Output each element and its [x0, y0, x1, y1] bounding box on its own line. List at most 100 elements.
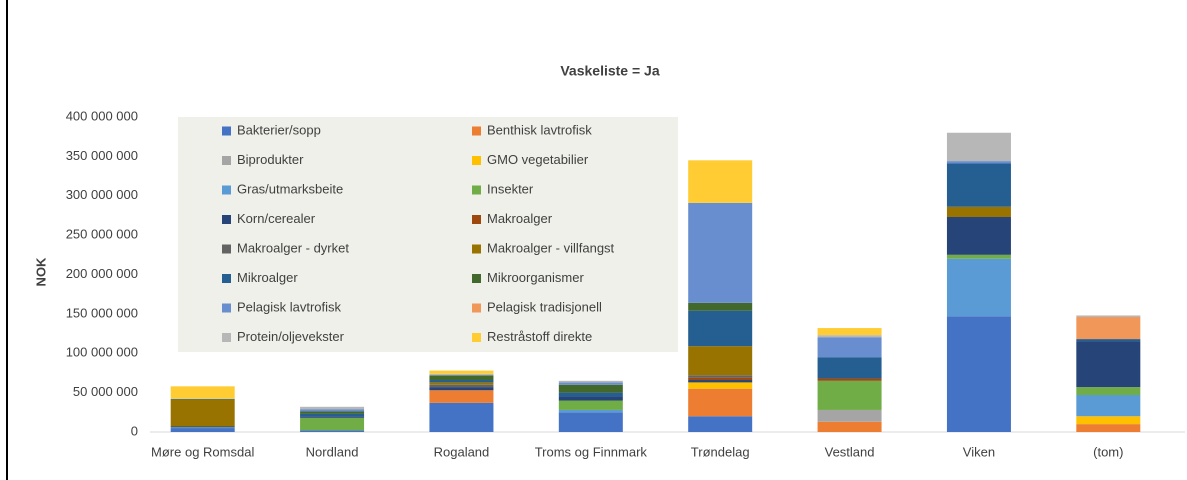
bar-segment — [1076, 394, 1141, 417]
bar-segment — [1076, 339, 1141, 342]
bar-segment — [558, 380, 623, 383]
bar-segment — [170, 426, 235, 428]
legend-swatch — [472, 126, 481, 136]
legend-label: GMO vegetabilier — [487, 152, 589, 167]
legend-label: Pelagisk tradisjonell — [487, 299, 602, 314]
legend-swatch — [222, 185, 231, 195]
bar-segment — [946, 132, 1011, 162]
bar-segment — [1076, 387, 1141, 395]
bar-segment — [558, 400, 623, 410]
bar-segment — [946, 258, 1011, 317]
legend-label: Gras/utmarksbeite — [237, 181, 343, 196]
bar-segment — [946, 163, 1011, 207]
y-tick-label: 0 — [131, 423, 138, 438]
x-tick-label: Vestland — [825, 444, 875, 459]
legend-label: Biprodukter — [237, 152, 304, 167]
legend-label: Makroalger - dyrket — [237, 240, 349, 255]
bar-segment — [300, 430, 365, 432]
bar-segment — [300, 413, 365, 417]
bar-segment — [429, 370, 494, 374]
x-tick-label: Trøndelag — [691, 444, 750, 459]
legend-swatch — [472, 333, 481, 342]
bar-segment — [170, 427, 235, 429]
y-tick-label: 350 000 000 — [66, 148, 138, 163]
legend-swatch — [472, 244, 481, 254]
bar-segment — [817, 378, 882, 381]
legend-swatch — [472, 303, 481, 313]
bar-segment — [817, 357, 882, 379]
y-tick-label: 150 000 000 — [66, 305, 138, 320]
bar-segment — [688, 375, 753, 378]
bar-segment — [558, 382, 623, 385]
bar-segment — [170, 399, 235, 427]
x-tick-label: Møre og Romsdal — [151, 444, 254, 459]
bar-segment — [300, 409, 365, 412]
bar-segment — [688, 160, 753, 203]
y-tick-label: 200 000 000 — [66, 266, 138, 281]
bar-segment — [300, 417, 365, 431]
bar-segment — [300, 411, 365, 414]
y-axis-label: NOK — [33, 257, 48, 287]
bar-segment — [558, 396, 623, 401]
bar-segment — [429, 387, 494, 391]
bar-segment — [817, 337, 882, 358]
x-tick-label: Viken — [963, 444, 995, 459]
bar-segment — [946, 217, 1011, 255]
legend-label: Pelagisk lavtrofisk — [237, 299, 342, 314]
bar-segment — [429, 390, 494, 403]
x-tick-label: Nordland — [306, 444, 359, 459]
bar-segment — [688, 202, 753, 303]
bar-segment — [558, 412, 623, 432]
bar-segment — [688, 416, 753, 432]
bar-segment — [300, 416, 365, 418]
bar-segment — [429, 384, 494, 388]
bar-segment — [817, 421, 882, 432]
bar-segment — [300, 406, 365, 410]
legend-swatch — [222, 126, 231, 136]
bar-segment — [946, 161, 1011, 164]
legend-label: Mikroalger — [237, 270, 298, 285]
legend-swatch — [222, 274, 231, 283]
legend-swatch — [222, 156, 231, 165]
legend-label: Korn/cerealer — [237, 211, 316, 226]
legend-swatch — [472, 274, 481, 283]
bar-segment — [1076, 416, 1141, 425]
bar-segment — [946, 254, 1011, 259]
bar-segment — [429, 375, 494, 381]
bar-segment — [688, 388, 753, 417]
bar-segment — [1076, 341, 1141, 388]
legend-label: Insekter — [487, 181, 534, 196]
bar-segment — [429, 402, 494, 432]
bar-segment — [688, 380, 753, 383]
bar-segment — [429, 373, 494, 376]
bar-segment — [688, 302, 753, 311]
legend-label: Makroalger — [487, 211, 553, 226]
x-tick-label: Troms og Finnmark — [535, 444, 648, 459]
legend-swatch — [472, 185, 481, 195]
bar-segment — [688, 377, 753, 381]
x-tick-label: (tom) — [1093, 444, 1123, 459]
legend-label: Mikroorganismer — [487, 270, 584, 285]
legend-label: Benthisk lavtrofisk — [487, 122, 592, 137]
bar-segment — [558, 409, 623, 413]
bar-segment — [688, 382, 753, 389]
bar-segment — [946, 206, 1011, 218]
legend-box — [178, 117, 678, 352]
legend-label: Protein/oljevekster — [237, 329, 345, 344]
legend-swatch — [222, 333, 231, 342]
y-tick-label: 400 000 000 — [66, 108, 138, 123]
bar-segment — [946, 316, 1011, 432]
legend-swatch — [222, 303, 231, 313]
y-tick-label: 50 000 000 — [73, 384, 138, 399]
legend-swatch — [222, 244, 231, 254]
bar-segment — [817, 409, 882, 422]
bar-segment — [558, 384, 623, 393]
x-tick-label: Rogaland — [434, 444, 490, 459]
legend-label: Makroalger - villfangst — [487, 240, 615, 255]
legend-swatch — [472, 156, 481, 165]
y-tick-label: 250 000 000 — [66, 227, 138, 242]
legend-swatch — [472, 215, 481, 224]
bar-segment — [429, 382, 494, 385]
bar-segment — [170, 428, 235, 432]
